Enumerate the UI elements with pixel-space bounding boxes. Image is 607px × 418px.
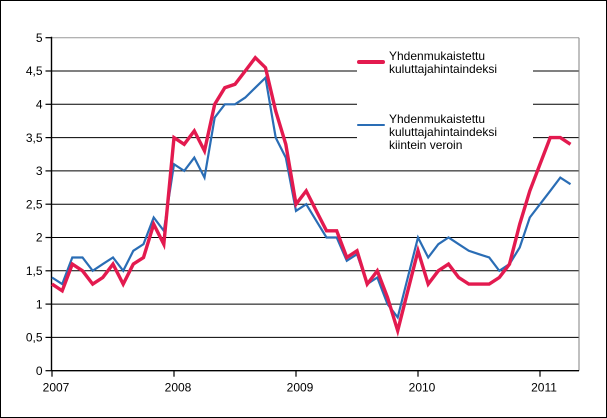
x-tick-label: 2008 — [165, 381, 192, 395]
y-tick-label: 4 — [36, 98, 43, 112]
series-hicp-line — [51, 55, 572, 338]
legend-item-hicp: Yhdenmukaistettu kuluttajahintaindeksi — [357, 50, 533, 76]
y-tick-label: 2 — [36, 231, 43, 245]
x-tick-label: 2009 — [287, 381, 314, 395]
blue-line-swatch — [357, 124, 385, 126]
red-line-swatch — [357, 60, 385, 64]
y-tick-label: 2,5 — [26, 197, 43, 211]
y-tick-label: 0 — [36, 364, 43, 378]
legend-label-hicp-ct: Yhdenmukaistettu kuluttajahintaindeksi k… — [389, 113, 497, 152]
legend-label-line: kuluttajahintaindeksi — [389, 62, 498, 76]
series-hicp-ct-line — [51, 75, 572, 320]
y-tick-label: 0,5 — [26, 331, 43, 345]
legend-label-hicp: Yhdenmukaistettu kuluttajahintaindeksi — [389, 50, 497, 76]
y-tick-label: 1,5 — [26, 264, 43, 278]
y-tick-label: 3,5 — [26, 131, 43, 145]
legend-label-line: kiintein veroin — [389, 138, 463, 152]
legend: Yhdenmukaistettu kuluttajahintaindeksi Y… — [357, 50, 533, 152]
x-tick-label: 2007 — [43, 381, 70, 395]
x-tick-label: 2010 — [409, 381, 436, 395]
y-tick-label: 1 — [36, 297, 43, 311]
x-tick-label: 2011 — [531, 381, 557, 395]
legend-label-line: Yhdenmukaistettu — [389, 49, 486, 63]
legend-label-line: kuluttajahintaindeksi — [389, 125, 498, 139]
legend-label-line: Yhdenmukaistettu — [389, 112, 486, 126]
y-tick-label: 5 — [36, 31, 43, 45]
legend-item-hicp-ct: Yhdenmukaistettu kuluttajahintaindeksi k… — [357, 113, 533, 152]
y-tick-label: 3 — [36, 164, 43, 178]
y-tick-label: 4,5 — [26, 64, 43, 78]
